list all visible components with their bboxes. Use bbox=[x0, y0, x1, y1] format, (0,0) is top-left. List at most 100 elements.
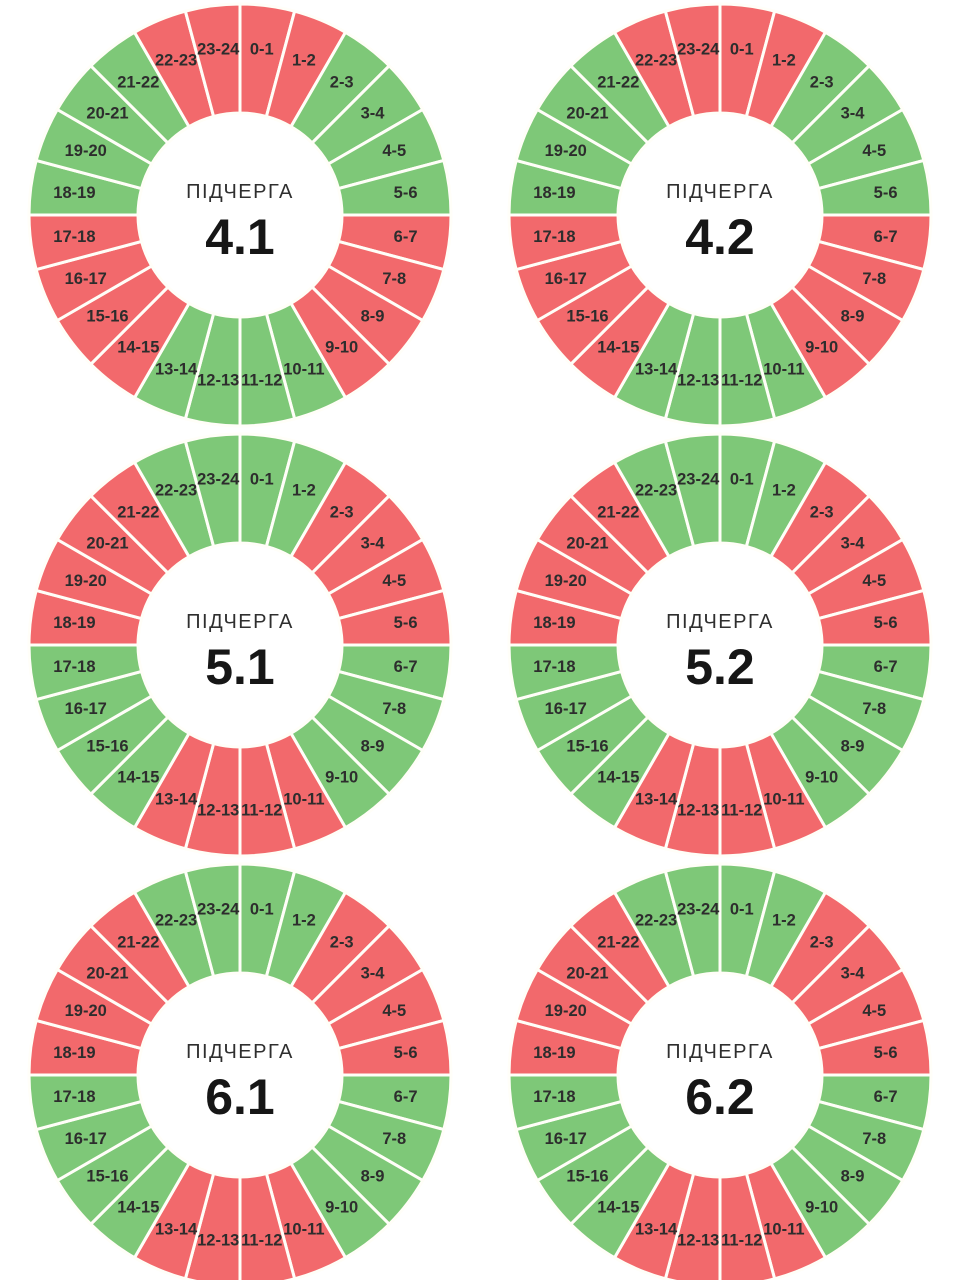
hour-segment-label-14-15: 14-15 bbox=[117, 1199, 159, 1217]
hour-segment-label-5-6: 5-6 bbox=[394, 614, 418, 632]
hour-segment-label-17-18: 17-18 bbox=[533, 228, 575, 246]
hour-segment-23-24 bbox=[663, 432, 722, 548]
hour-segment-label-18-19: 18-19 bbox=[53, 184, 95, 202]
hour-segment-label-15-16: 15-16 bbox=[86, 738, 128, 756]
hour-segment-label-22-23: 22-23 bbox=[155, 482, 197, 500]
hour-segment-23-24 bbox=[183, 862, 242, 978]
hour-segment-label-1-2: 1-2 bbox=[772, 482, 796, 500]
hour-segment-label-22-23: 22-23 bbox=[155, 52, 197, 70]
chart-center-number: 5.1 bbox=[205, 639, 275, 695]
chart-center-title: ПІДЧЕРГА bbox=[186, 611, 294, 633]
hour-segment-label-19-20: 19-20 bbox=[545, 142, 587, 160]
donut-svg: 0-1 1-2 2-3 3-4 4-5 5-6 6-7 7-8 8-99-1010-1111-1… bbox=[507, 432, 933, 858]
hour-segment-label-9-10: 9-10 bbox=[805, 1199, 838, 1217]
hour-segment-label-7-8: 7-8 bbox=[862, 700, 886, 718]
hour-segment-label-10-11: 10-11 bbox=[763, 1220, 804, 1238]
hour-segment-label-14-15: 14-15 bbox=[597, 769, 639, 787]
hour-segment-label-8-9: 8-9 bbox=[361, 1168, 385, 1186]
hour-segment-label-17-18: 17-18 bbox=[533, 1088, 575, 1106]
hour-segment-label-22-23: 22-23 bbox=[155, 912, 197, 930]
hour-segment-label-7-8: 7-8 bbox=[382, 270, 406, 288]
hour-segment-label-4-5: 4-5 bbox=[862, 572, 886, 590]
hour-segment-label-2-3: 2-3 bbox=[810, 934, 834, 952]
hour-segment-label-13-14: 13-14 bbox=[155, 1220, 198, 1238]
hour-segment-label-15-16: 15-16 bbox=[566, 1168, 608, 1186]
hour-segment-label-13-14: 13-14 bbox=[635, 790, 678, 808]
chart-center-title: ПІДЧЕРГА bbox=[186, 1041, 294, 1063]
hour-segment-label-10-11: 10-11 bbox=[283, 790, 324, 808]
hour-segment-23-24 bbox=[663, 2, 722, 118]
donut-svg: 0-1 1-2 2-3 3-4 4-5 5-6 6-7 7-8 8-99-1010-1111-1… bbox=[507, 2, 933, 428]
hour-segment-label-3-4: 3-4 bbox=[841, 104, 866, 122]
hour-segment-label-9-10: 9-10 bbox=[325, 769, 358, 787]
hour-segment-label-0-1: 0-1 bbox=[250, 40, 274, 58]
chart-center-number: 4.1 bbox=[205, 209, 275, 265]
chart-center-title: ПІДЧЕРГА bbox=[666, 1041, 774, 1063]
hour-segment-label-18-19: 18-19 bbox=[53, 1044, 95, 1062]
hour-segment-label-0-1: 0-1 bbox=[730, 470, 754, 488]
hour-segment-label-21-22: 21-22 bbox=[117, 504, 159, 522]
hour-segment-label-5-6: 5-6 bbox=[874, 1044, 898, 1062]
hour-segment-label-23-24: 23-24 bbox=[677, 900, 720, 918]
hour-segment-label-11-12: 11-12 bbox=[241, 1232, 282, 1250]
hour-segment-label-21-22: 21-22 bbox=[597, 74, 639, 92]
hour-segment-label-11-12: 11-12 bbox=[721, 372, 762, 390]
hour-segment-label-7-8: 7-8 bbox=[862, 1130, 886, 1148]
hour-segment-label-3-4: 3-4 bbox=[361, 534, 386, 552]
hour-segment-label-13-14: 13-14 bbox=[635, 360, 678, 378]
hour-segment-label-18-19: 18-19 bbox=[53, 614, 95, 632]
hour-segment-label-20-21: 20-21 bbox=[86, 534, 128, 552]
hour-segment-label-3-4: 3-4 bbox=[361, 964, 386, 982]
hour-segment-label-6-7: 6-7 bbox=[874, 1088, 898, 1106]
hour-segment-label-19-20: 19-20 bbox=[545, 1002, 587, 1020]
hour-segment-label-12-13: 12-13 bbox=[677, 372, 719, 390]
hour-segment-label-3-4: 3-4 bbox=[361, 104, 386, 122]
hour-segment-label-21-22: 21-22 bbox=[597, 504, 639, 522]
donut-svg: 0-1 1-2 2-3 3-4 4-5 5-6 6-7 7-8 8-99-1010-1111-1… bbox=[27, 2, 453, 428]
hour-segment-label-22-23: 22-23 bbox=[635, 912, 677, 930]
hour-segment-label-18-19: 18-19 bbox=[533, 184, 575, 202]
hour-segment-label-19-20: 19-20 bbox=[65, 142, 107, 160]
hour-segment-label-2-3: 2-3 bbox=[810, 74, 834, 92]
hour-segment-label-21-22: 21-22 bbox=[117, 74, 159, 92]
hour-segment-label-7-8: 7-8 bbox=[382, 700, 406, 718]
hour-segment-label-4-5: 4-5 bbox=[862, 142, 886, 160]
hour-segment-label-5-6: 5-6 bbox=[394, 184, 418, 202]
hour-segment-label-6-7: 6-7 bbox=[874, 658, 898, 676]
hour-segment-label-12-13: 12-13 bbox=[197, 802, 239, 820]
hour-segment-label-16-17: 16-17 bbox=[545, 700, 587, 718]
hour-segment-label-14-15: 14-15 bbox=[117, 339, 159, 357]
hour-segment-label-10-11: 10-11 bbox=[763, 790, 804, 808]
hour-segment-label-8-9: 8-9 bbox=[841, 738, 865, 756]
hour-segment-label-13-14: 13-14 bbox=[635, 1220, 678, 1238]
hour-segment-label-14-15: 14-15 bbox=[597, 1199, 639, 1217]
hour-segment-label-0-1: 0-1 bbox=[250, 470, 274, 488]
hour-segment-label-23-24: 23-24 bbox=[677, 470, 720, 488]
hour-segment-label-3-4: 3-4 bbox=[841, 534, 866, 552]
hour-segment-label-13-14: 13-14 bbox=[155, 790, 198, 808]
donut-chart-5-2: 0-1 1-2 2-3 3-4 4-5 5-6 6-7 7-8 8-9 9-10 10-11 11-1… bbox=[480, 430, 960, 860]
hour-segment-label-8-9: 8-9 bbox=[361, 308, 385, 326]
chart-center-number: 6.2 bbox=[685, 1069, 755, 1125]
hour-segment-label-21-22: 21-22 bbox=[597, 934, 639, 952]
hour-segment-label-15-16: 15-16 bbox=[86, 308, 128, 326]
hour-segment-label-1-2: 1-2 bbox=[772, 912, 796, 930]
hour-segment-label-9-10: 9-10 bbox=[325, 339, 358, 357]
hour-segment-label-9-10: 9-10 bbox=[325, 1199, 358, 1217]
hour-segment-label-4-5: 4-5 bbox=[382, 1002, 406, 1020]
hour-segment-label-18-19: 18-19 bbox=[533, 614, 575, 632]
hour-segment-label-23-24: 23-24 bbox=[677, 40, 720, 58]
chart-center-number: 6.1 bbox=[205, 1069, 275, 1125]
hour-segment-label-23-24: 23-24 bbox=[197, 900, 240, 918]
hour-segment-label-17-18: 17-18 bbox=[533, 658, 575, 676]
hour-segment-label-8-9: 8-9 bbox=[841, 1168, 865, 1186]
donut-chart-4-1: 0-1 1-2 2-3 3-4 4-5 5-6 6-7 7-8 8-9 9-10 10-11 11-1… bbox=[0, 0, 480, 430]
hour-segment-label-20-21: 20-21 bbox=[566, 534, 608, 552]
hour-segment-label-11-12: 11-12 bbox=[721, 802, 762, 820]
hour-segment-label-6-7: 6-7 bbox=[394, 228, 418, 246]
hour-segment-label-1-2: 1-2 bbox=[292, 482, 316, 500]
donut-chart-4-2: 0-1 1-2 2-3 3-4 4-5 5-6 6-7 7-8 8-9 9-10 10-11 11-1… bbox=[480, 0, 960, 430]
hour-segment-23-24 bbox=[663, 862, 722, 978]
hour-segment-label-23-24: 23-24 bbox=[197, 40, 240, 58]
